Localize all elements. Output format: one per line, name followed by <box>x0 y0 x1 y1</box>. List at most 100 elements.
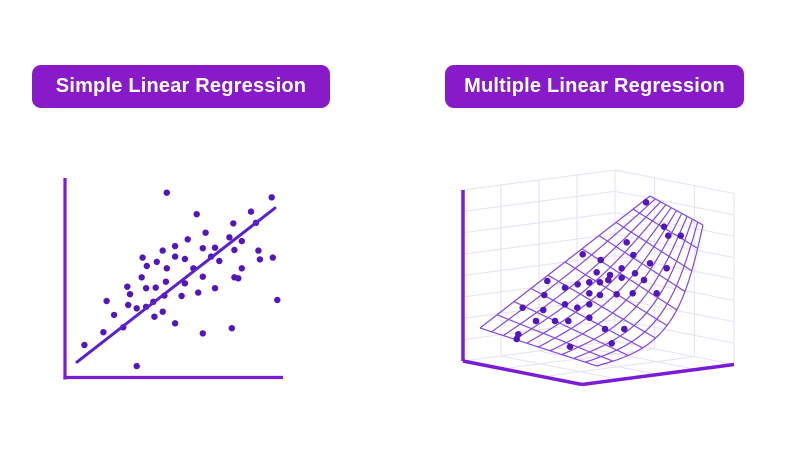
data-point <box>646 260 654 267</box>
data-point <box>631 270 639 277</box>
data-point <box>125 301 132 309</box>
data-point <box>238 265 245 272</box>
data-point <box>124 283 131 290</box>
data-point <box>586 301 593 308</box>
data-point <box>235 275 242 282</box>
mesh-line <box>649 195 704 226</box>
data-point <box>162 278 170 285</box>
grid-line <box>462 212 735 237</box>
data-point <box>103 297 110 305</box>
surface-mesh <box>479 195 704 367</box>
data-point <box>274 296 281 304</box>
data-point <box>138 274 145 281</box>
data-point <box>544 277 551 285</box>
simple-regression-badge: Simple Linear Regression <box>32 65 330 108</box>
data-point <box>181 255 189 263</box>
grid-line <box>462 254 735 280</box>
scatter-points-3d <box>513 199 684 350</box>
pane-grid <box>462 169 735 381</box>
data-point <box>613 291 620 298</box>
data-point <box>640 276 648 284</box>
data-point <box>139 254 146 261</box>
data-point <box>226 234 233 241</box>
data-point <box>605 276 612 284</box>
grid-line <box>502 348 655 370</box>
scatter-points <box>81 189 281 370</box>
grid-line <box>462 276 735 301</box>
data-point <box>566 343 574 350</box>
data-point <box>579 251 586 258</box>
data-point <box>110 311 118 319</box>
data-point <box>608 340 615 347</box>
data-point <box>247 208 255 215</box>
data-point <box>178 292 185 300</box>
data-point <box>230 220 237 227</box>
data-point <box>540 306 547 314</box>
data-point <box>100 329 107 336</box>
grid-line <box>462 190 735 216</box>
data-point <box>593 269 600 276</box>
data-point <box>199 273 206 280</box>
grid-line <box>500 355 621 381</box>
data-point <box>513 335 520 343</box>
data-point <box>211 285 219 292</box>
x-axis <box>462 359 583 387</box>
data-point <box>541 291 548 299</box>
xyz-axes <box>461 190 735 387</box>
mesh-line <box>585 221 699 363</box>
data-point <box>202 229 209 236</box>
data-point <box>630 251 637 259</box>
data-point <box>142 285 150 292</box>
mesh-line <box>479 327 598 367</box>
data-point <box>171 253 179 260</box>
data-point <box>596 291 604 299</box>
data-point <box>163 265 170 272</box>
data-point <box>561 301 569 308</box>
grid-line <box>462 297 735 323</box>
xy-axes <box>63 178 283 380</box>
regression-line <box>75 206 277 364</box>
data-point <box>586 290 593 297</box>
data-point <box>231 246 238 254</box>
data-point <box>199 330 206 337</box>
multiple-regression-plot <box>461 169 735 387</box>
data-point <box>623 239 630 246</box>
data-point <box>238 237 245 245</box>
data-point <box>159 308 166 315</box>
data-point <box>126 291 134 298</box>
multiple-regression-badge: Multiple Linear Regression <box>445 65 744 108</box>
data-point <box>618 265 625 272</box>
data-point <box>216 257 223 265</box>
data-point <box>629 290 636 297</box>
data-point <box>228 325 235 332</box>
data-point <box>586 279 593 286</box>
data-point <box>551 317 559 325</box>
data-point <box>601 325 609 333</box>
mesh-line <box>615 221 693 272</box>
data-point <box>256 256 264 263</box>
data-point <box>199 245 206 252</box>
grid-line <box>542 356 695 378</box>
data-point <box>81 341 88 349</box>
data-point <box>565 317 572 325</box>
data-point <box>211 244 219 251</box>
mesh-line <box>513 301 629 356</box>
data-point <box>152 284 159 291</box>
data-point <box>133 305 140 312</box>
data-point <box>574 281 581 288</box>
data-point <box>193 211 200 218</box>
data-point <box>255 247 262 254</box>
data-point <box>561 284 569 291</box>
data-point <box>677 232 684 239</box>
data-point <box>143 262 150 270</box>
data-point <box>171 320 179 327</box>
data-point <box>586 314 593 321</box>
data-point <box>606 271 614 279</box>
data-point <box>269 254 276 261</box>
data-point <box>153 258 160 265</box>
pane-edge <box>614 340 735 366</box>
data-point <box>642 199 650 206</box>
data-point <box>151 313 158 320</box>
data-point <box>660 223 668 230</box>
